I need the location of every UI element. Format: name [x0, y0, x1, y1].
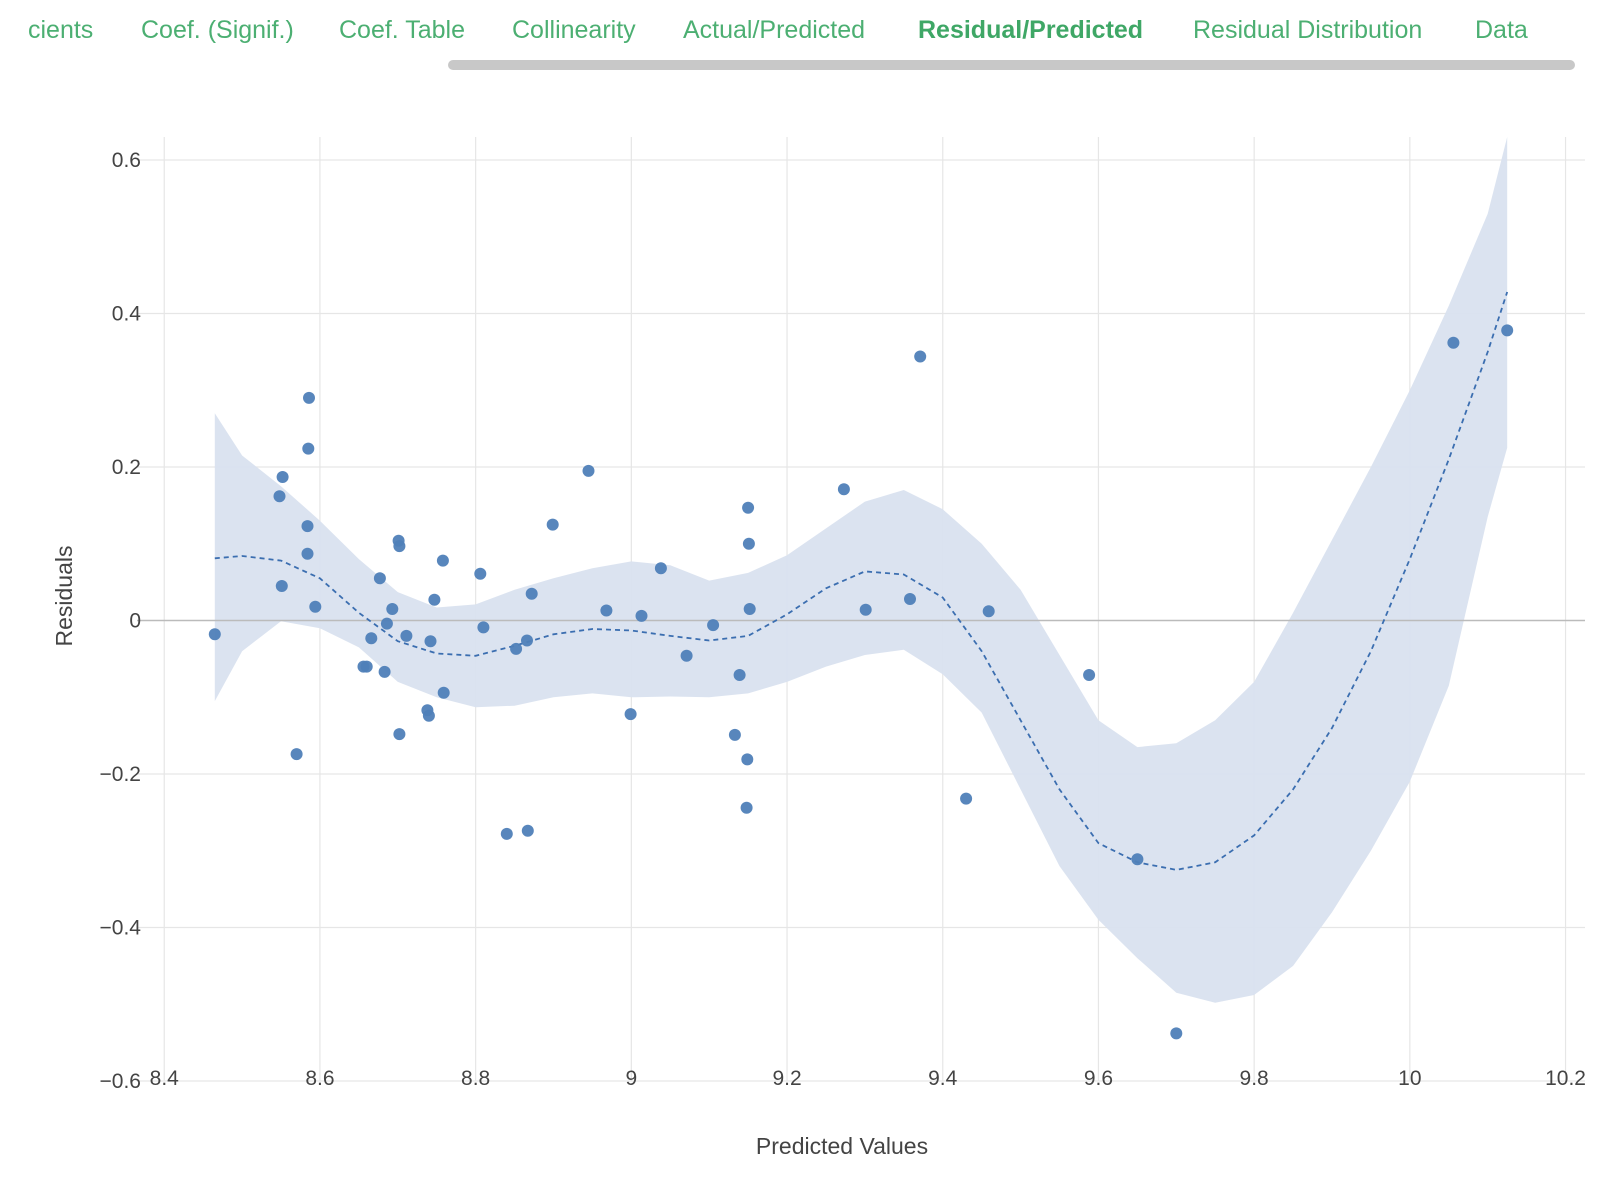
y-tick-label: 0.2	[112, 456, 141, 479]
data-point	[982, 605, 995, 618]
data-point	[276, 471, 289, 483]
data-point	[393, 728, 406, 741]
data-point	[960, 792, 973, 805]
x-tick-label: 8.4	[150, 1067, 180, 1090]
data-point	[914, 350, 927, 363]
data-point	[635, 609, 648, 622]
data-point	[437, 686, 450, 699]
data-point	[273, 490, 286, 503]
x-tick-label: 9.8	[1240, 1067, 1269, 1090]
data-point	[1131, 853, 1144, 866]
data-point	[728, 728, 741, 741]
x-tick-label: 8.8	[461, 1067, 490, 1090]
data-point	[1170, 1027, 1183, 1040]
data-point	[424, 635, 437, 648]
y-tick-label: 0	[129, 610, 141, 633]
data-point	[365, 632, 378, 645]
y-tick-label: −0.4	[100, 917, 142, 940]
tab-bar: cients Coef. (Signif.) Coef. Table Colli…	[0, 0, 1604, 76]
tab-residual-distribution[interactable]: Residual Distribution	[1193, 16, 1423, 44]
data-point	[1447, 336, 1460, 349]
data-point	[707, 619, 720, 632]
tab-coef-table[interactable]: Coef. Table	[339, 16, 466, 44]
data-point	[521, 824, 534, 837]
data-point	[474, 567, 487, 580]
x-tick-label: 9.4	[928, 1067, 958, 1090]
data-point	[741, 753, 754, 766]
x-tick-label: 10	[1398, 1067, 1421, 1090]
data-point	[303, 391, 315, 404]
x-tick-label: 9.2	[772, 1067, 801, 1090]
x-axis-title: Predicted Values	[756, 1133, 928, 1159]
data-point	[380, 617, 393, 630]
smooth-trend-line	[214, 291, 1509, 871]
tab-actual-predicted[interactable]: Actual/Predicted	[683, 16, 866, 44]
tab-scrollbar-thumb[interactable]	[448, 60, 1575, 70]
data-points	[208, 324, 1514, 1040]
data-point	[301, 520, 314, 533]
data-point	[477, 621, 490, 634]
data-point	[422, 709, 435, 722]
tab-collinearity[interactable]: Collinearity	[512, 16, 636, 44]
y-tick-label: 0.4	[112, 303, 142, 326]
data-point	[393, 540, 406, 553]
data-point	[837, 483, 850, 496]
y-tick-label: −0.6	[100, 1070, 141, 1093]
data-point	[1501, 324, 1514, 337]
x-tick-label: 9	[626, 1067, 638, 1090]
tab-residual-predicted[interactable]: Residual/Predicted	[918, 16, 1144, 44]
data-point	[373, 572, 386, 585]
data-point	[525, 587, 538, 600]
data-point	[733, 669, 746, 681]
data-point	[859, 603, 872, 616]
y-axis-ticks: 0.6 0.4 0.2 0 −0.2 −0.4 −0.6	[100, 149, 142, 1093]
x-tick-label: 10.2	[1545, 1067, 1586, 1090]
data-point	[290, 748, 303, 761]
data-point	[600, 604, 613, 617]
data-point	[510, 642, 523, 655]
data-point	[624, 708, 637, 721]
y-axis-title: Residuals	[51, 546, 77, 647]
data-point	[743, 603, 756, 615]
data-point	[275, 580, 288, 592]
x-tick-label: 8.6	[305, 1067, 334, 1090]
data-point	[500, 827, 513, 840]
data-point	[1083, 669, 1096, 681]
data-point	[546, 518, 559, 531]
data-point	[742, 537, 755, 550]
y-tick-label: 0.6	[112, 149, 141, 172]
data-point	[904, 593, 916, 605]
data-point	[360, 660, 373, 673]
data-point	[208, 628, 221, 641]
data-point	[301, 547, 314, 560]
y-tick-label: −0.2	[100, 763, 141, 786]
data-point	[378, 665, 391, 678]
data-point	[302, 442, 315, 455]
x-tick-label: 9.6	[1084, 1067, 1113, 1090]
data-point	[400, 629, 413, 642]
data-point	[740, 801, 753, 814]
confidence-band	[214, 137, 1508, 1003]
data-point	[436, 554, 449, 567]
tab-coefficients[interactable]: cients	[28, 16, 94, 44]
data-point	[680, 649, 693, 662]
x-axis-ticks: 8.4 8.6 8.8 9 9.2 9.4 9.6 9.8 10 10.2	[150, 1067, 1586, 1090]
data-point	[309, 600, 322, 613]
data-point	[654, 562, 667, 575]
data-point	[521, 634, 533, 647]
data-point	[428, 593, 441, 606]
data-point	[582, 464, 595, 477]
tab-data[interactable]: Data	[1475, 16, 1528, 44]
tab-coef-signif[interactable]: Coef. (Signif.)	[141, 16, 294, 44]
data-point	[386, 603, 399, 615]
data-point	[742, 501, 755, 514]
